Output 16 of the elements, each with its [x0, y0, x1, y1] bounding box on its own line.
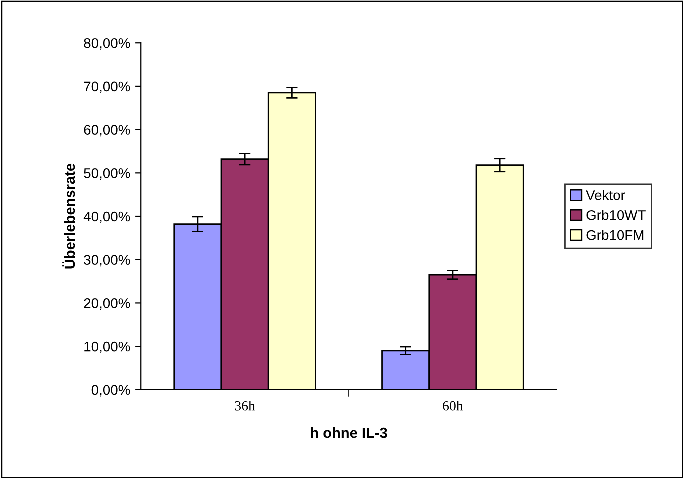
- x-axis-title: h ohne IL-3: [311, 428, 388, 438]
- x-tick-label: 36h: [235, 401, 256, 411]
- y-tick-label: 10,00%: [84, 342, 130, 354]
- x-tick-label: 60h: [443, 401, 464, 411]
- y-tick-label: 40,00%: [84, 212, 130, 224]
- y-tick-label: 50,00%: [84, 168, 130, 180]
- y-tick-label: 0,00%: [92, 385, 130, 397]
- y-tick-label: 60,00%: [84, 125, 130, 137]
- y-tick-label: 30,00%: [84, 255, 130, 267]
- legend-label: Grb10FM: [586, 230, 644, 240]
- y-tick-label: 80,00%: [84, 38, 130, 50]
- legend-label: Grb10WT: [586, 210, 646, 220]
- legend-label: Vektor: [586, 190, 626, 200]
- y-tick-label: 20,00%: [84, 298, 130, 310]
- y-axis-title: Überlebensrate: [62, 164, 76, 269]
- y-tick-label: 70,00%: [84, 82, 130, 94]
